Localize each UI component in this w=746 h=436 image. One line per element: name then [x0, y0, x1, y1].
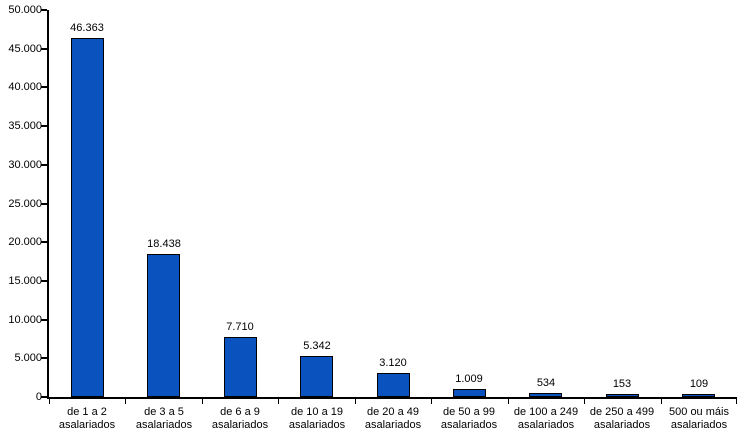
- bar-value-label: 5.342: [303, 340, 331, 352]
- y-axis-tick-label: 30.000: [8, 158, 42, 171]
- x-axis-tick: [736, 399, 737, 404]
- y-axis-tick: [41, 396, 47, 398]
- y-axis-tick-label: 5.000: [14, 352, 42, 365]
- y-axis-tick: [41, 202, 47, 205]
- x-category-label: de 10 a 19 asalariados: [277, 406, 357, 432]
- y-axis-tick: [41, 163, 47, 166]
- x-axis-tick: [661, 399, 662, 404]
- bar-value-label: 109: [689, 378, 709, 390]
- x-category-label-line2: asalariados: [288, 419, 346, 431]
- x-category-label-line2: asalariados: [135, 419, 193, 431]
- bar: [606, 394, 639, 397]
- bar-value-label: 534: [536, 377, 556, 389]
- x-axis-tick: [431, 399, 432, 404]
- x-axis-tick: [355, 399, 356, 404]
- y-axis-tick-label: 50.000: [8, 4, 42, 16]
- x-category-label-line2: asalariados: [593, 419, 651, 431]
- y-axis-tick: [41, 279, 47, 282]
- bar: [300, 356, 333, 397]
- x-category-label: de 1 a 2 asalariados: [47, 406, 127, 432]
- x-category-label-line1: de 250 a 499: [589, 406, 655, 418]
- x-category-label-line2: asalariados: [211, 419, 269, 431]
- x-category-label: de 20 a 49 asalariados: [353, 406, 433, 432]
- x-category-label-line1: de 1 a 2: [67, 406, 107, 418]
- bar-value-label: 46.363: [70, 22, 104, 34]
- bar: [224, 337, 257, 397]
- x-axis-tick: [584, 399, 585, 404]
- y-axis-tick-label: 20.000: [8, 236, 42, 249]
- y-axis-tick: [41, 125, 47, 128]
- x-category-label-line1: de 50 a 99: [443, 406, 495, 418]
- bar: [71, 38, 104, 397]
- x-category-label: de 100 a 249 asalariados: [506, 406, 586, 432]
- x-category-label: de 50 a 99 asalariados: [429, 406, 509, 432]
- x-category-label: de 250 a 499 asalariados: [582, 406, 662, 432]
- y-axis-tick: [41, 357, 47, 360]
- y-axis-tick: [41, 9, 47, 11]
- y-axis-tick: [41, 241, 47, 244]
- x-category-label: de 6 a 9 asalariados: [200, 406, 280, 432]
- y-axis-tick-label: 10.000: [8, 313, 42, 326]
- x-axis-tick: [278, 399, 279, 404]
- bar-value-label: 3.120: [379, 357, 407, 369]
- bar-value-label: 1.009: [455, 373, 483, 385]
- y-axis-tick-label: 45.000: [8, 42, 42, 55]
- y-axis-tick-label: 0: [35, 391, 42, 403]
- x-category-label-line2: asalariados: [517, 419, 575, 431]
- bar-value-label: 153: [612, 378, 632, 390]
- y-axis-tick: [41, 318, 47, 321]
- x-category-label-line2: asalariados: [670, 419, 728, 431]
- bar: [453, 389, 486, 397]
- x-category-label-line2: asalariados: [440, 419, 498, 431]
- y-axis-tick: [41, 86, 47, 89]
- x-category-label-line2: asalariados: [364, 419, 422, 431]
- y-axis-tick-label: 15.000: [8, 274, 42, 287]
- x-axis-tick: [508, 399, 509, 404]
- x-axis-tick: [125, 399, 126, 404]
- x-category-label: 500 ou máis asalariados: [659, 406, 739, 432]
- x-category-label: de 3 a 5 asalariados: [124, 406, 204, 432]
- bar: [147, 254, 180, 397]
- x-category-label-line1: 500 ou máis: [669, 406, 729, 418]
- x-category-label-line1: de 10 a 19: [291, 406, 343, 418]
- x-axis-tick: [202, 399, 203, 404]
- y-axis-tick-label: 40.000: [8, 81, 42, 94]
- y-axis-tick: [41, 47, 47, 50]
- bar: [529, 393, 562, 397]
- y-axis-tick-label: 35.000: [8, 120, 42, 133]
- x-category-label-line1: de 3 a 5: [144, 406, 184, 418]
- bar: [682, 394, 715, 397]
- x-axis-tick: [49, 399, 50, 404]
- x-category-label-line2: asalariados: [58, 419, 116, 431]
- y-axis-tick-label: 25.000: [8, 197, 42, 210]
- x-category-label-line1: de 6 a 9: [220, 406, 260, 418]
- bar: [377, 373, 410, 397]
- x-category-label-line1: de 100 a 249: [513, 406, 579, 418]
- x-category-label-line1: de 20 a 49: [367, 406, 419, 418]
- bar-value-label: 18.438: [147, 238, 181, 250]
- bar-value-label: 7.710: [226, 321, 254, 333]
